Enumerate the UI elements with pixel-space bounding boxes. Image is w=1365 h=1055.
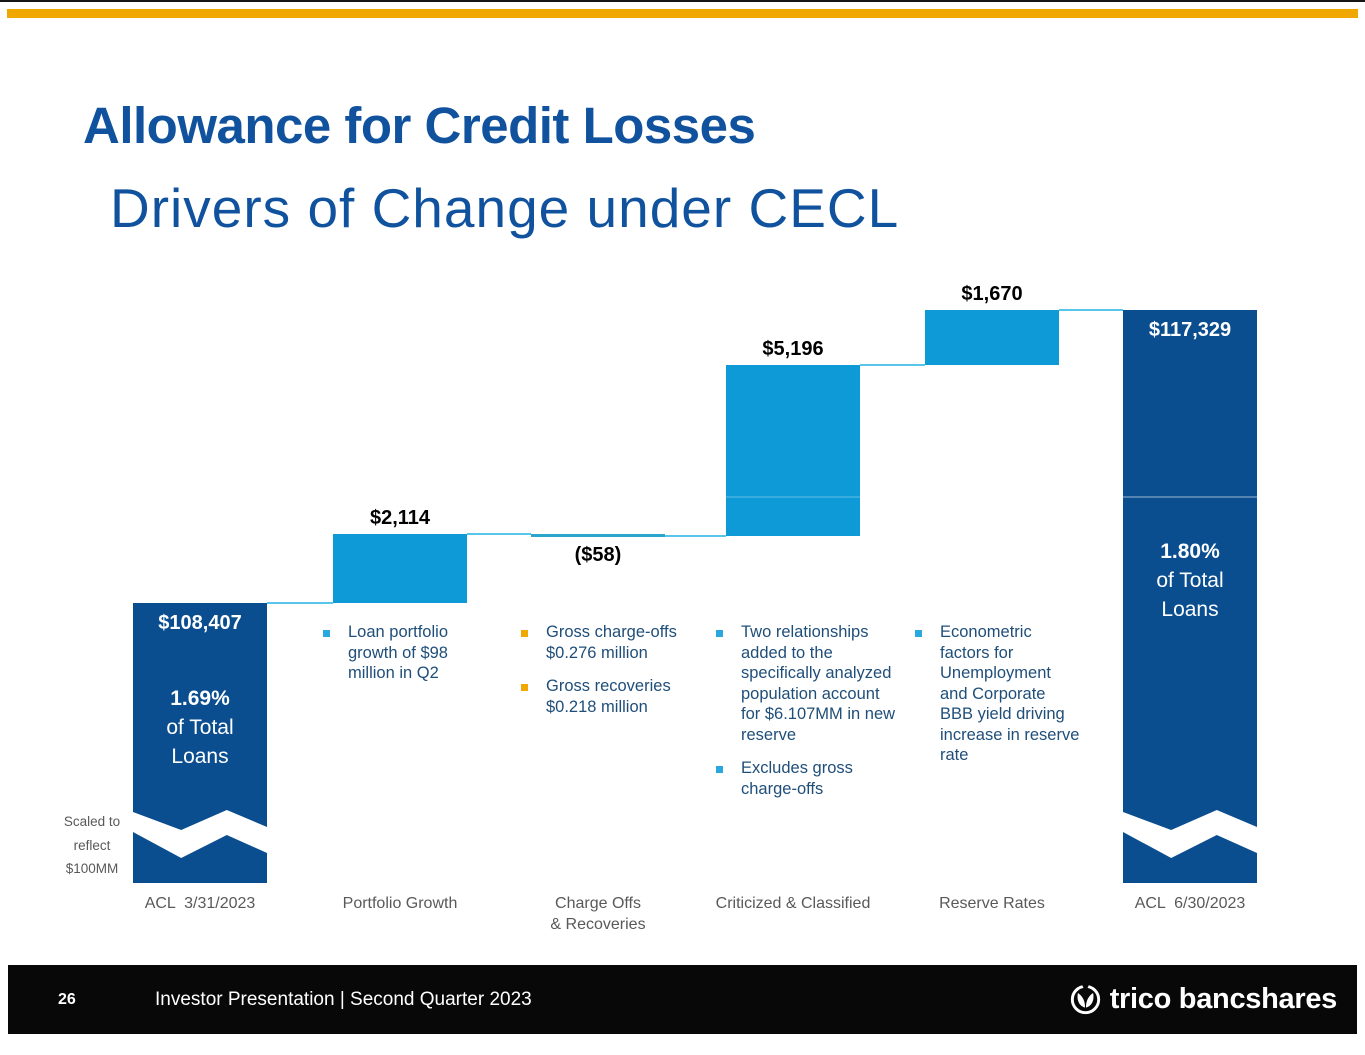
note-bullet-icon [521, 630, 528, 637]
top-accent-bar [7, 9, 1358, 18]
axis-category-label: Charge Offs & Recoveries [550, 895, 646, 933]
note-item: Two relationships added to the specifica… [716, 622, 896, 745]
window-top-edge [0, 0, 1365, 2]
slide-title: Allowance for Credit Losses [83, 97, 756, 154]
connector-line [860, 364, 925, 367]
bar-value-label: $108,407 [158, 612, 242, 634]
note-bullet-icon [521, 684, 528, 691]
note-bullet-icon [915, 630, 922, 637]
bar-value-label: $5,196 [762, 338, 824, 361]
note-text: Econometric factors for Unemployment and… [940, 623, 1080, 764]
axis-category-label: ACL 3/31/2023 [144, 895, 256, 912]
company-logo: trico bancshares [1070, 965, 1337, 1034]
note-text: Loan portfolio growth of $98 million in … [348, 623, 448, 682]
chart-notes-column: Loan portfolio growth of $98 million in … [323, 622, 468, 697]
bar-value-label: $1,670 [961, 283, 1023, 306]
note-text: Two relationships added to the specifica… [741, 623, 896, 744]
note-text: Excludes gross charge-offs [741, 759, 853, 798]
logo-text: trico bancshares [1109, 983, 1338, 1015]
axis-category-label: Reserve Rates [939, 895, 1045, 912]
note-item: Gross recoveries $0.218 million [521, 676, 691, 717]
page-number: 26 [58, 990, 76, 1008]
bar-percent-label: 1.69% of Total Loans [166, 686, 234, 768]
chart-notes-column: Econometric factors for Unemployment and… [915, 622, 1082, 779]
axis-break-note: Scaled to reflect $100MM [63, 814, 121, 876]
note-bullet-icon [716, 766, 723, 773]
slide-subtitle: Drivers of Change under CECL [110, 177, 900, 239]
trico-logo-icon [1070, 984, 1100, 1015]
bar-value-label: $117,329 [1148, 319, 1232, 342]
axis-category-label: Portfolio Growth [342, 895, 458, 912]
note-item: Loan portfolio growth of $98 million in … [323, 622, 468, 684]
connector-line [1059, 309, 1123, 312]
connector-line [467, 532, 531, 535]
connector-line [267, 602, 333, 604]
waterfall-bar-delta [531, 533, 665, 538]
note-text: Gross charge-offs $0.276 million [546, 623, 677, 662]
chart-notes-column: Gross charge-offs $0.276 million Gross re… [521, 622, 691, 730]
axis-category-label: ACL 6/30/2023 [1134, 895, 1246, 912]
axis-break-zigzag-icon [1123, 810, 1257, 858]
axis-category-label: Criticized & Classified [715, 895, 871, 912]
bar-percent-label: 1.80% of Total Loans [1156, 540, 1224, 622]
bar-value-label: ($58) [574, 544, 622, 567]
bar-value-label: $2,114 [369, 506, 431, 529]
footer-title: Investor Presentation | Second Quarter 2… [155, 988, 532, 1010]
waterfall-bar-total [1123, 310, 1257, 883]
waterfall-bar-delta [333, 533, 467, 603]
waterfall-bar-delta [726, 365, 860, 536]
axis-break-zigzag-icon [133, 810, 267, 858]
note-item: Econometric factors for Unemployment and… [915, 622, 1082, 766]
chart-notes-column: Two relationships added to the specifica… [716, 622, 896, 812]
note-text: Gross recoveries $0.218 million [546, 677, 671, 716]
note-bullet-icon [323, 630, 330, 637]
note-item: Excludes gross charge-offs [716, 758, 896, 799]
footer-bar: 26 Investor Presentation | Second Quarte… [8, 965, 1357, 1034]
waterfall-bar-delta [925, 310, 1059, 366]
note-bullet-icon [716, 630, 723, 637]
bar-divider [1123, 496, 1257, 498]
connector-line [665, 534, 726, 537]
note-item: Gross charge-offs $0.276 million [521, 622, 691, 663]
bar-divider [726, 496, 860, 498]
